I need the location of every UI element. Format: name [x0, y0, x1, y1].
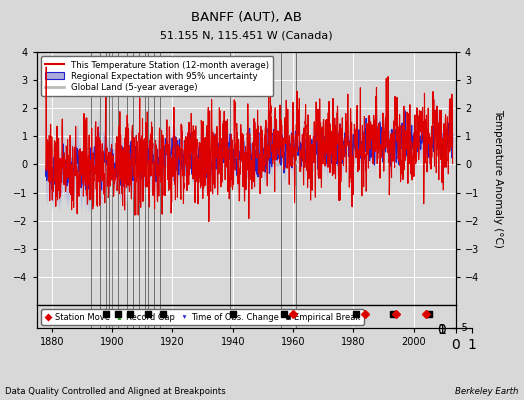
Text: 51.155 N, 115.451 W (Canada): 51.155 N, 115.451 W (Canada): [160, 30, 333, 40]
Text: Data Quality Controlled and Aligned at Breakpoints: Data Quality Controlled and Aligned at B…: [5, 387, 226, 396]
Y-axis label: Temperature Anomaly (°C): Temperature Anomaly (°C): [493, 109, 503, 248]
Text: -5: -5: [458, 323, 468, 333]
Text: BANFF (AUT), AB: BANFF (AUT), AB: [191, 11, 302, 24]
Legend: This Temperature Station (12-month average), Regional Expectation with 95% uncer: This Temperature Station (12-month avera…: [41, 56, 274, 96]
Legend: Station Move, Record Gap, Time of Obs. Change, Empirical Break: Station Move, Record Gap, Time of Obs. C…: [41, 309, 364, 325]
Text: Berkeley Earth: Berkeley Earth: [455, 387, 519, 396]
